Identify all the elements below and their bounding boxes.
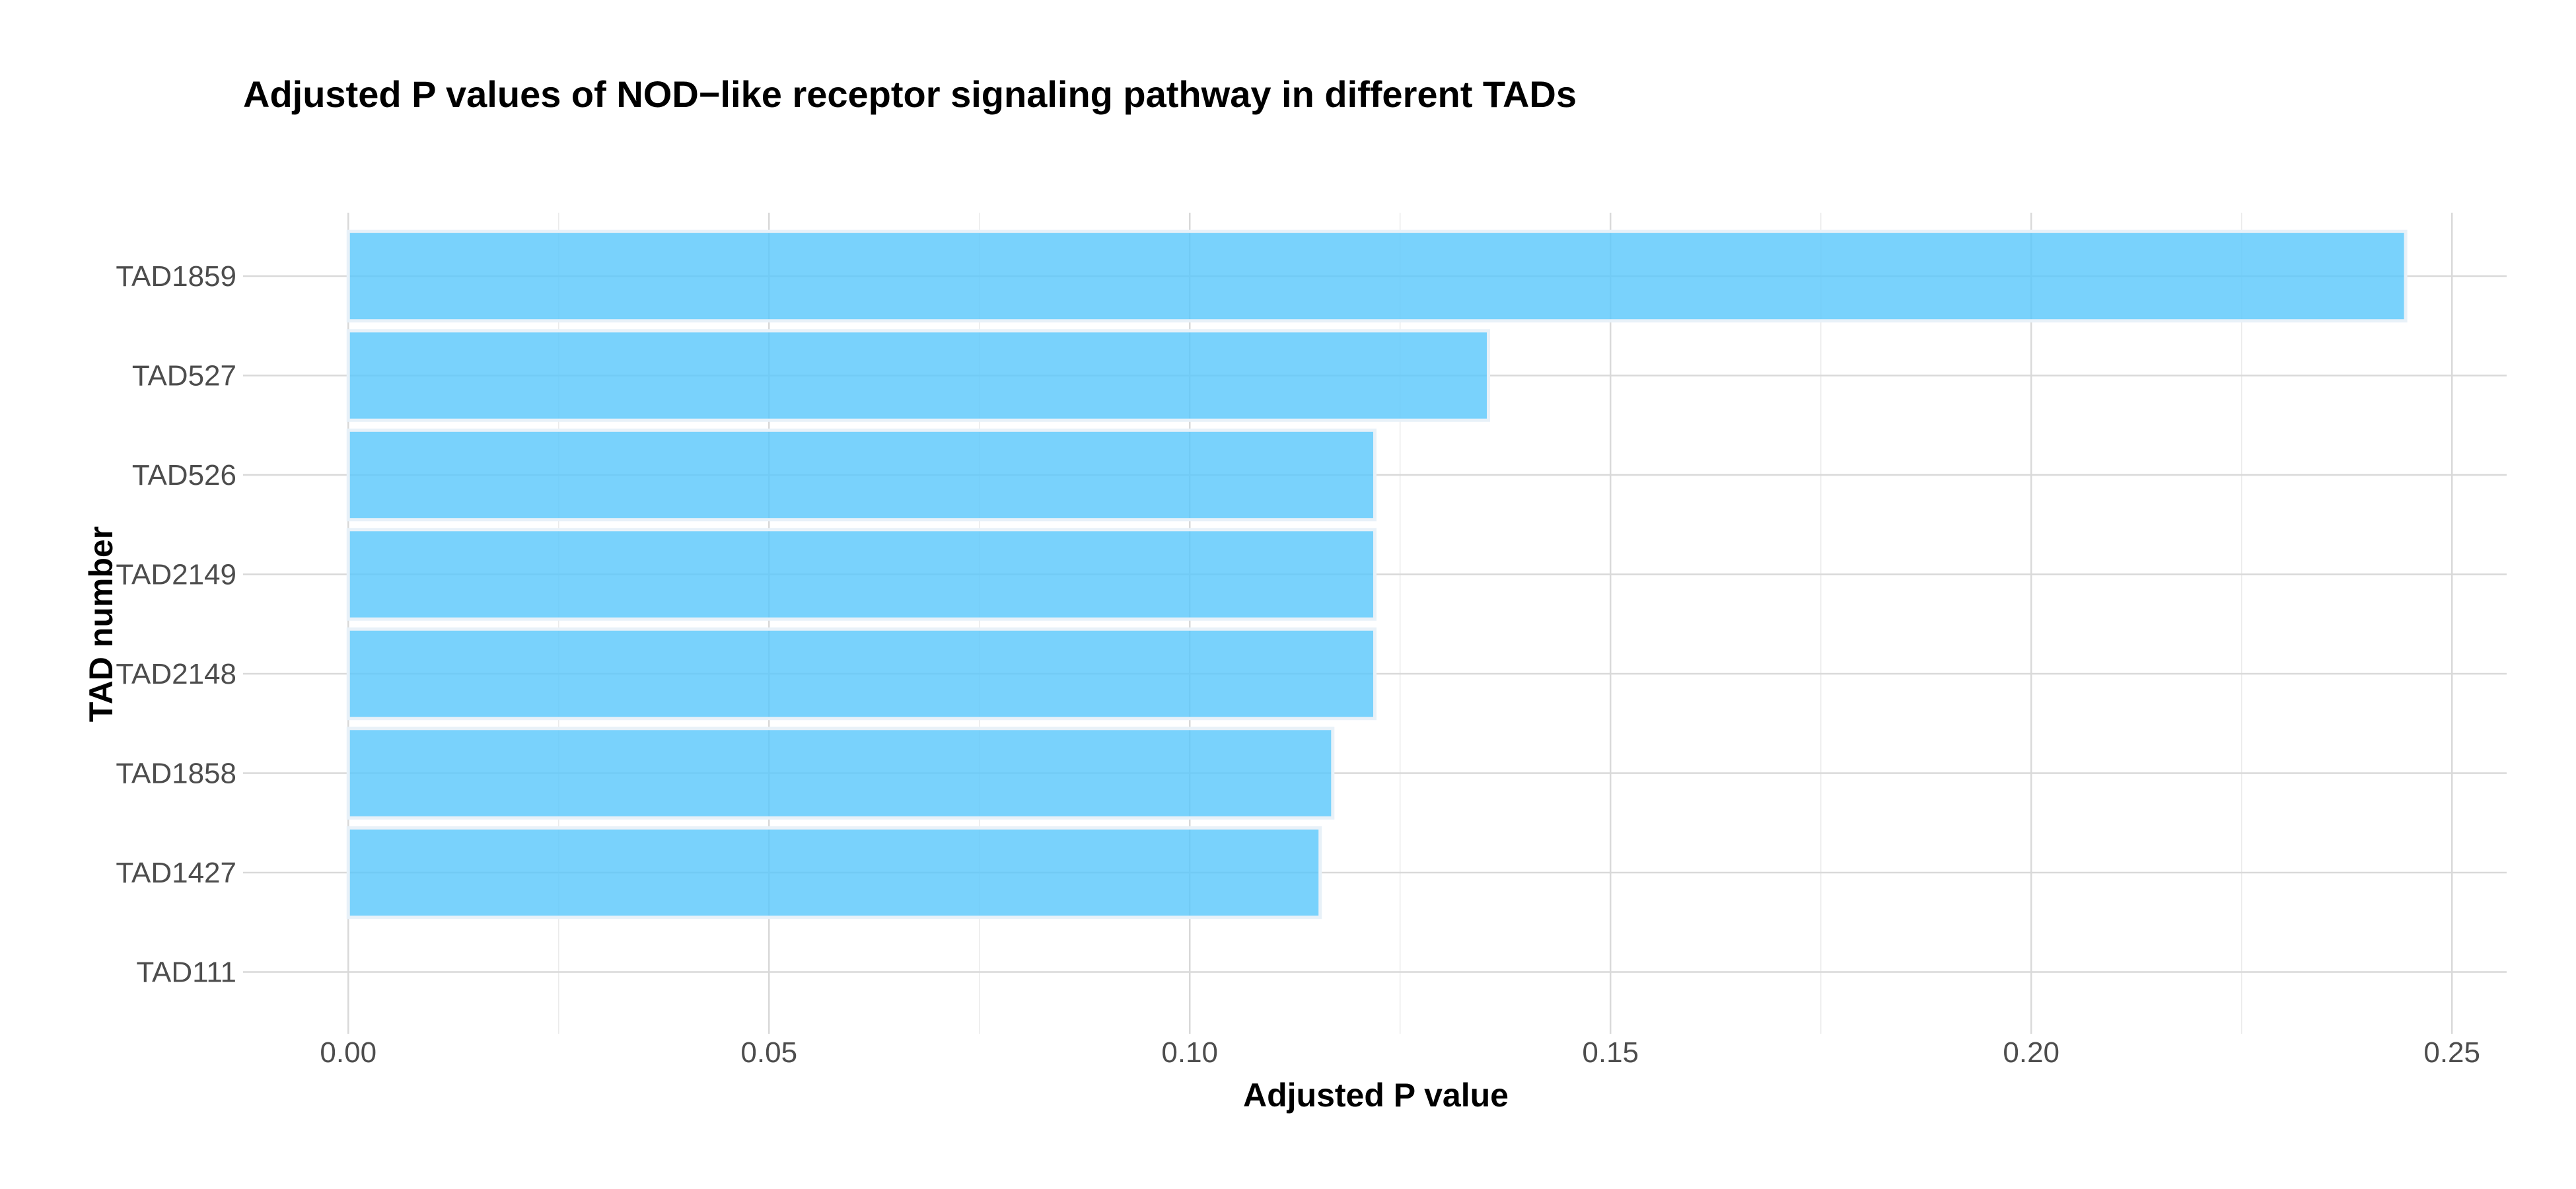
- x-tick-label: 0.10: [1161, 1036, 1218, 1069]
- bar-tad526: [346, 428, 1377, 522]
- x-axis-title: Adjusted P value: [1243, 1077, 1509, 1114]
- y-axis-tick-labels: TAD1859 TAD527 TAD526 TAD2149 TAD2148 TAD1858…: [116, 260, 236, 989]
- x-tick-label: 0.00: [320, 1036, 376, 1069]
- x-axis-tick-labels: 0.00 0.05 0.10 0.15 0.20 0.25: [320, 1036, 2480, 1069]
- chart-title: Adjusted P values of NOD−like receptor s…: [243, 73, 1577, 115]
- y-axis-title: TAD number: [83, 526, 120, 722]
- y-tick-label: TAD2148: [116, 658, 236, 690]
- x-tick-label: 0.15: [1582, 1036, 1639, 1069]
- y-tick-label: TAD1858: [116, 758, 236, 790]
- x-tick-label: 0.20: [2003, 1036, 2059, 1069]
- y-tick-label: TAD527: [132, 360, 236, 392]
- bar-tad1859: [346, 229, 2408, 323]
- y-tick-label: TAD111: [136, 956, 236, 989]
- bar-tad2149: [346, 528, 1377, 621]
- bar-tad527: [346, 329, 1490, 422]
- bar-tad2148: [346, 627, 1377, 721]
- y-tick-label: TAD1859: [116, 260, 236, 293]
- x-tick-label: 0.25: [2423, 1036, 2480, 1069]
- y-tick-label: TAD1427: [116, 857, 236, 889]
- bar-tad1427: [346, 826, 1322, 919]
- x-tick-label: 0.05: [740, 1036, 797, 1069]
- bars: [346, 229, 2408, 919]
- y-tick-label: TAD2149: [116, 559, 236, 591]
- y-tick-label: TAD526: [132, 459, 236, 491]
- bar-tad1858: [346, 727, 1335, 820]
